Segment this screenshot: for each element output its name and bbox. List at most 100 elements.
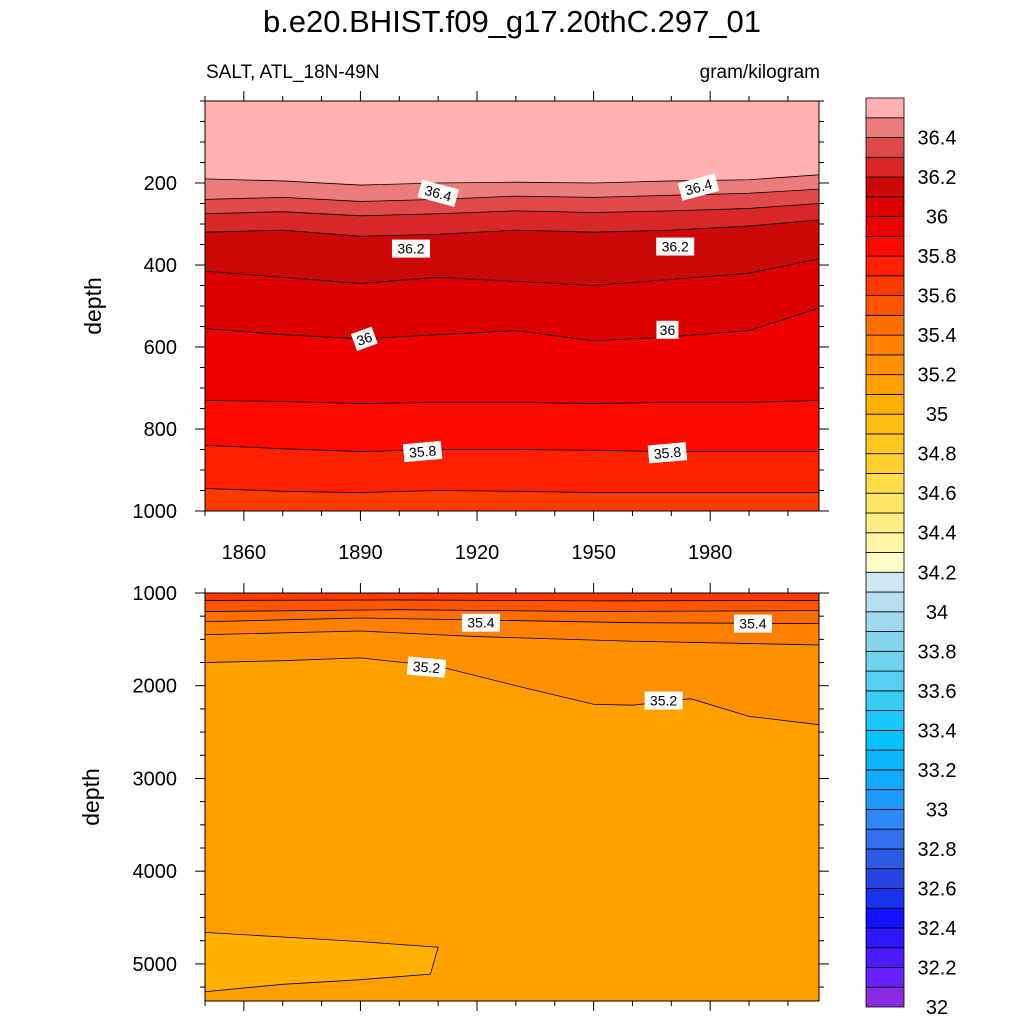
contour-label-bg [644, 691, 683, 710]
colorbar-swatch [865, 710, 905, 731]
contour-label-text: 35.8 [408, 442, 437, 460]
colorbar-swatch [865, 334, 905, 356]
y-tick-label: 400 [144, 255, 177, 277]
colorbar-swatch [865, 394, 905, 415]
y-tick-label: 200 [144, 173, 177, 195]
y-tick-label: 3000 [133, 768, 178, 790]
colorbar-label: 36.4 [918, 128, 957, 150]
contour-line [205, 488, 819, 493]
contour-label-text: 35.4 [467, 615, 494, 631]
colorbar-swatch [865, 156, 905, 178]
x-tick-label: 1950 [571, 542, 616, 564]
colorbar-swatch [865, 650, 905, 672]
contour-line [205, 203, 819, 217]
contour-label: 35.8 [402, 440, 443, 463]
colorbar-swatch [865, 986, 905, 1008]
colorbar-swatch [865, 314, 905, 336]
colorbar-swatch [865, 117, 905, 138]
contour-line [205, 219, 819, 237]
y-axis-title: depth [80, 277, 106, 335]
colorbar-label: 33.6 [918, 681, 957, 703]
colorbar-label: 34.6 [918, 483, 957, 505]
colorbar-swatch [865, 789, 905, 810]
y-tick-label: 1000 [133, 583, 178, 605]
contour-label-bg [417, 179, 459, 207]
band-fill [205, 932, 439, 992]
contour-label-bg [461, 613, 500, 632]
colorbar-swatch [865, 631, 905, 652]
colorbar-label: 36 [926, 207, 948, 229]
contour-line [205, 258, 819, 286]
contour-label-text: 35.4 [739, 616, 766, 632]
colorbar-label: 36.2 [918, 167, 957, 189]
contour-label: 36.2 [656, 237, 695, 256]
colorbar-label: 32.2 [918, 957, 957, 979]
contour-label-bg [406, 656, 447, 678]
contour-label: 35.4 [733, 614, 772, 633]
colorbar-swatch [865, 571, 905, 593]
contour-label-text: 36.2 [397, 241, 424, 257]
colorbar-label: 34.8 [918, 444, 957, 466]
upper-panel-axes: 1860 1890 1920 1950 1980 200 400 600 800 1000 dept… [80, 91, 829, 564]
colorbar-label: 35.6 [918, 286, 957, 308]
y-axis-title: depth [78, 768, 104, 826]
contour-line [205, 307, 819, 342]
colorbar-swatch [865, 907, 905, 929]
colorbar-label: 35.8 [918, 246, 957, 268]
colorbar-label: 32.4 [918, 918, 957, 940]
colorbar-swatch [865, 888, 905, 909]
contour-line [205, 599, 819, 602]
colorbar-swatch [865, 729, 905, 751]
upper-panel-fills [205, 101, 819, 511]
x-tick-label: 1920 [455, 542, 500, 564]
y-tick-label: 800 [144, 419, 177, 441]
right-subtitle: gram/kilogram [699, 62, 820, 83]
y-tick-label: 1000 [133, 501, 178, 523]
plot-frame [204, 592, 820, 1002]
y-tick-label: 4000 [133, 861, 178, 883]
colorbar-swatch [865, 927, 905, 949]
contour-label: 36 [656, 320, 679, 339]
contour-label-text: 36 [660, 322, 676, 338]
colorbar-swatch [865, 552, 905, 573]
contour-label-text: 35.2 [650, 693, 677, 709]
colorbar-label: 32 [926, 997, 948, 1019]
colorbar-swatch [865, 868, 905, 889]
colorbar-swatch [865, 295, 905, 316]
contour-label-bg [647, 442, 688, 464]
colorbar-swatch [865, 947, 905, 968]
contour-line [205, 657, 819, 726]
contour-label-text: 36.4 [423, 182, 454, 205]
colorbar-swatch [865, 216, 905, 237]
lower-panel-contour-labels: 35.4 35.4 35.2 35.2 [406, 613, 772, 710]
contour-label: 36.2 [391, 239, 430, 258]
contour-line [205, 445, 819, 452]
y-tick-label: 2000 [133, 676, 178, 698]
contour-label: 35.4 [461, 613, 500, 632]
contour-label: 35.2 [644, 691, 683, 710]
contour-line [205, 931, 439, 993]
contour-label-text: 36.4 [683, 176, 714, 199]
colorbar-label: 35 [926, 404, 948, 426]
lower-panel-fills [205, 593, 819, 1001]
colorbar-swatch [865, 97, 905, 119]
contour-label-bg [677, 173, 720, 201]
colorbar-label: 33.4 [918, 720, 957, 742]
colorbar-swatch [865, 512, 905, 534]
contour-label-bg [656, 237, 695, 256]
colorbar-swatch [865, 275, 905, 297]
contour-label-text: 35.8 [653, 444, 682, 462]
colorbar-swatch [865, 967, 905, 988]
contour-line [205, 630, 819, 646]
colorbar-label: 32.6 [918, 878, 957, 900]
contour-label-text: 35.2 [412, 658, 441, 676]
colorbar-label: 34 [926, 602, 948, 624]
contour-label: 35.2 [406, 656, 447, 678]
colorbar-swatch [865, 828, 905, 850]
colorbar-swatch [865, 591, 905, 613]
upper-panel-contours [205, 174, 819, 493]
colorbar-swatch [865, 532, 905, 553]
contour-line [205, 174, 819, 186]
colorbar-label: 35.2 [918, 365, 957, 387]
